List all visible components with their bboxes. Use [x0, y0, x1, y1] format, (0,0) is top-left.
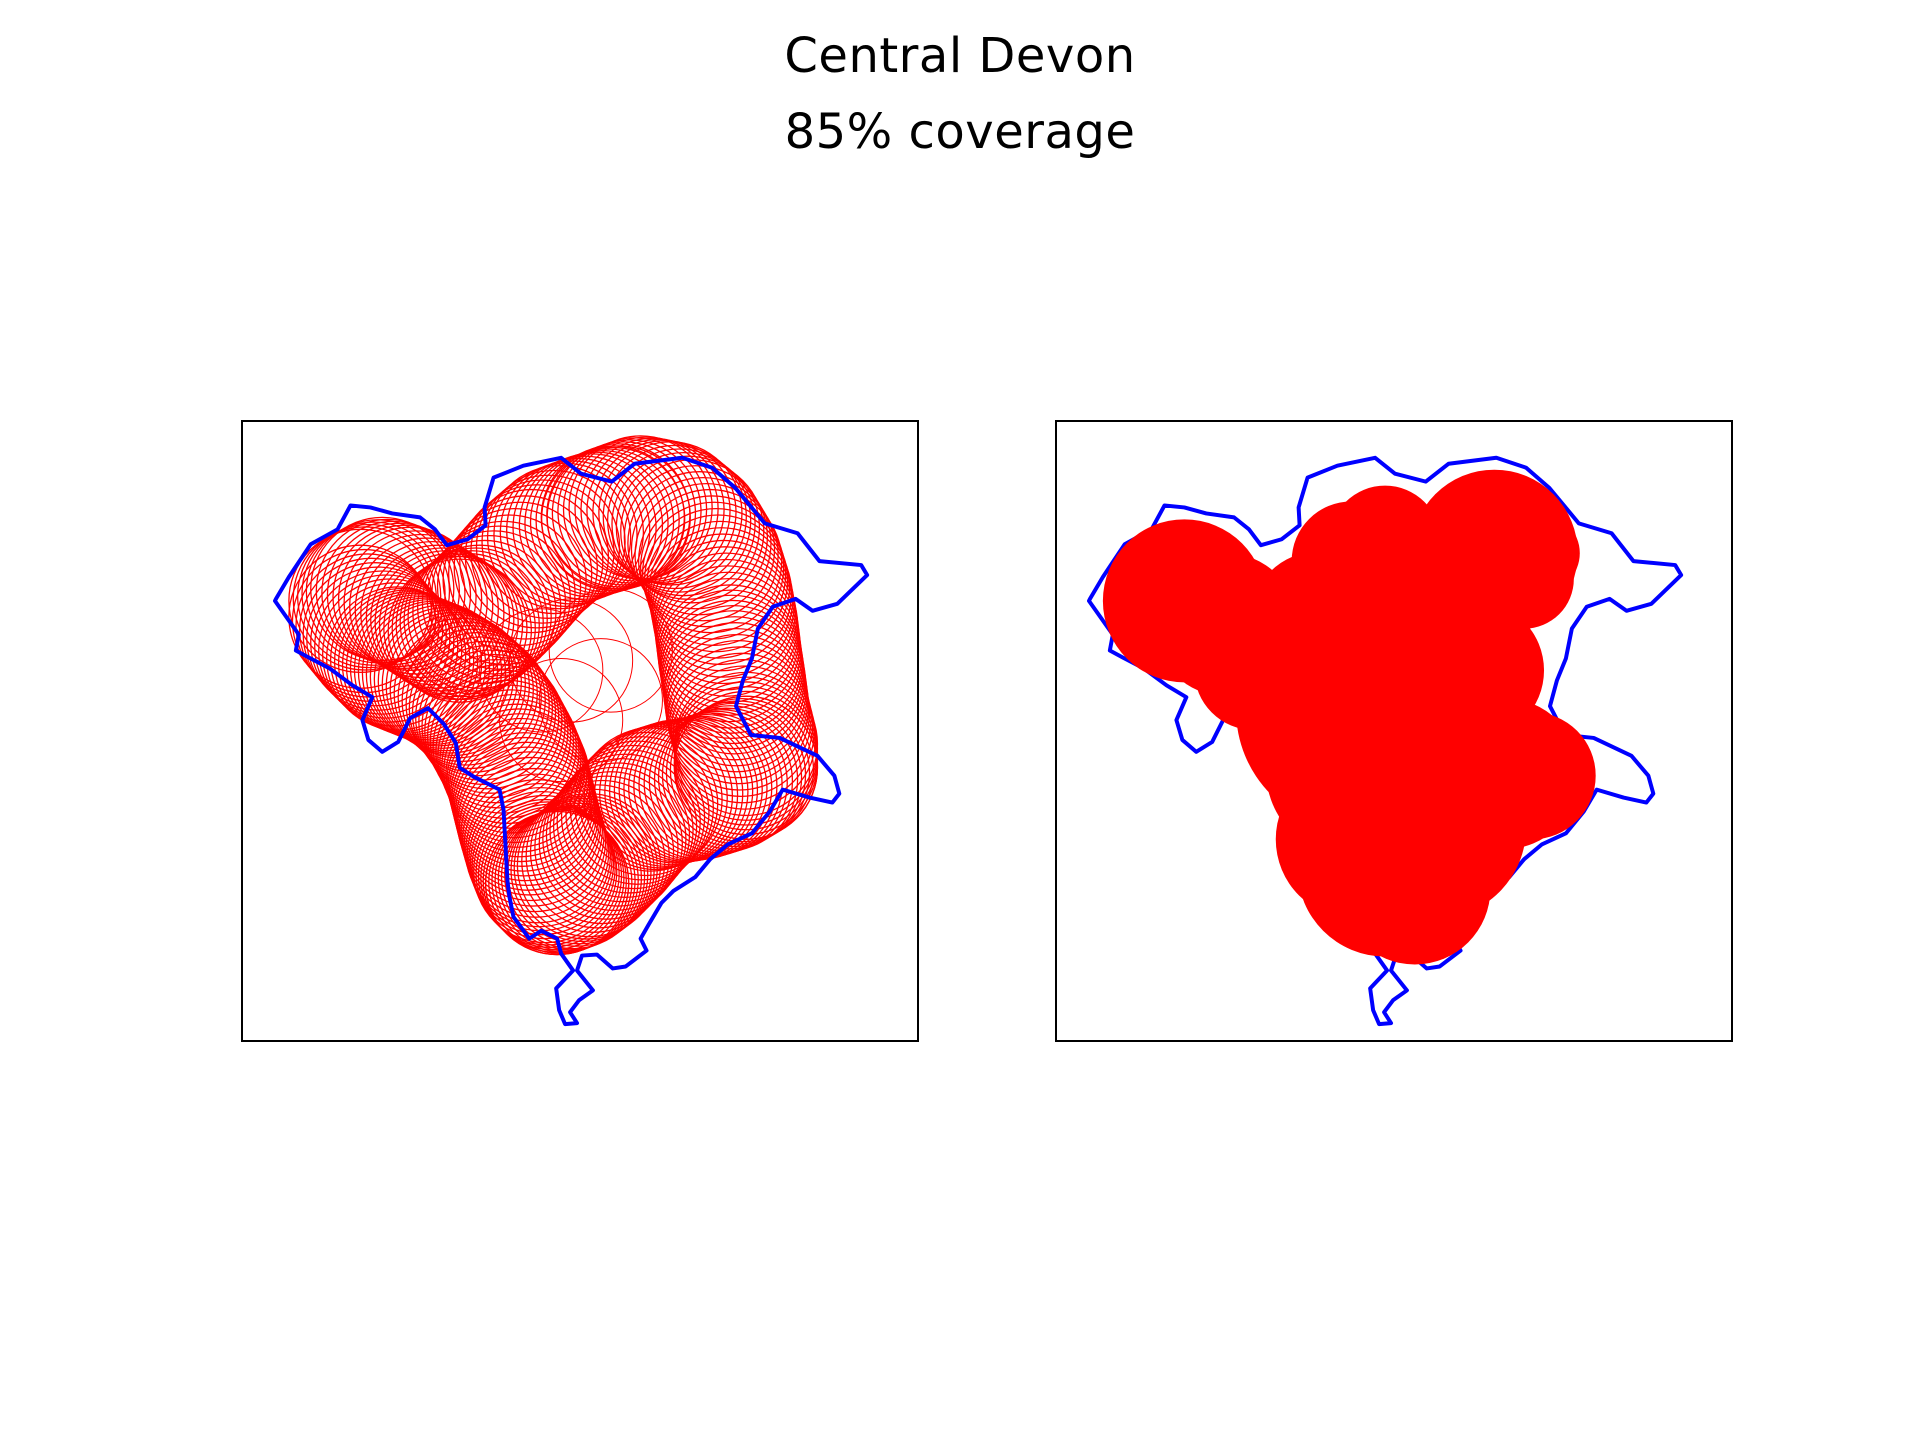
coverage-circle [475, 801, 620, 946]
figure-titles: Central Devon 85% coverage [0, 18, 1920, 170]
coverage-circle [651, 539, 796, 685]
outline-map-svg [272, 435, 870, 1027]
coverage-circle [599, 721, 744, 866]
coverage-circle [508, 598, 634, 723]
coverage-circle [580, 437, 725, 583]
coverage-circle [395, 552, 540, 698]
coverage-circle [524, 451, 669, 596]
coverage-circle [630, 476, 776, 622]
coverage-circle [548, 588, 673, 713]
coverage-circle [381, 611, 526, 757]
coverage-circle [341, 592, 487, 738]
coverage-circle [560, 744, 706, 890]
panel-filled-coverage [1055, 420, 1733, 1042]
coverage-blob [1474, 529, 1574, 629]
coverage-circle [443, 698, 588, 844]
coverage-blob [1305, 541, 1465, 701]
coverage-circle [557, 439, 702, 584]
coverage-circle [565, 740, 710, 885]
coverage-circle [484, 810, 630, 956]
coverage-circle [546, 443, 691, 588]
coverage-circle [314, 574, 459, 719]
coverage-circle [623, 465, 769, 610]
map-subtitle: 85% coverage [784, 104, 1136, 160]
coverage-circle [333, 589, 479, 734]
district-boundary [272, 455, 870, 1027]
coverage-blob [1275, 759, 1435, 919]
coverage-circle [592, 440, 737, 585]
coverage-area-filled [1102, 469, 1596, 965]
coverage-circle [479, 608, 604, 733]
panel-circle-outlines [241, 420, 919, 1042]
coverage-circle [389, 617, 534, 763]
coverage-circle [529, 779, 675, 925]
coverage-circle [306, 566, 451, 711]
coverage-circle [538, 771, 683, 916]
filled-map-svg [1086, 455, 1684, 1027]
coverage-circle [337, 591, 483, 736]
coverage-circle [337, 526, 483, 672]
coverage-circle [481, 469, 626, 615]
coverage-circle [499, 657, 624, 783]
coverage-circle [439, 689, 584, 834]
coverage-circle [399, 550, 544, 695]
coverage-circle [665, 639, 811, 785]
coverage-circle [397, 624, 542, 770]
coverage-circle [407, 544, 552, 689]
coverage-circle [426, 664, 572, 809]
coverage-circle [302, 562, 447, 707]
coverage-circle [437, 684, 582, 829]
coverage-circle [447, 713, 592, 858]
map-title: Central Devon [784, 28, 1136, 84]
coverage-circles-outline [288, 435, 819, 956]
coverage-circle [466, 783, 612, 928]
coverage-circle [477, 803, 623, 949]
coverage-circle [295, 553, 440, 698]
coverage-circle [480, 806, 625, 951]
coverage-circle [325, 586, 471, 731]
coverage-circle [448, 501, 593, 647]
coverage-circle [296, 523, 442, 669]
coverage-circle [310, 516, 455, 662]
coverage-circle [556, 749, 701, 894]
coverage-circle [345, 594, 491, 739]
coverage-circle [349, 595, 495, 741]
coverage-circle [482, 808, 627, 953]
coverage-circle [417, 535, 562, 680]
coverage-circle [301, 521, 446, 666]
coverage-circle [318, 578, 463, 723]
coverage-circle [354, 537, 499, 682]
coverage-circle [322, 582, 467, 727]
coverage-circle [361, 600, 507, 745]
coverage-circle [353, 597, 499, 742]
coverage-circle [469, 790, 615, 936]
coverage-circle [486, 465, 632, 610]
coverage-circle [310, 570, 455, 715]
coverage-circle [542, 766, 687, 912]
coverage-circle [641, 501, 787, 647]
coverage-circle [538, 638, 663, 763]
coverage-circle [551, 441, 697, 586]
